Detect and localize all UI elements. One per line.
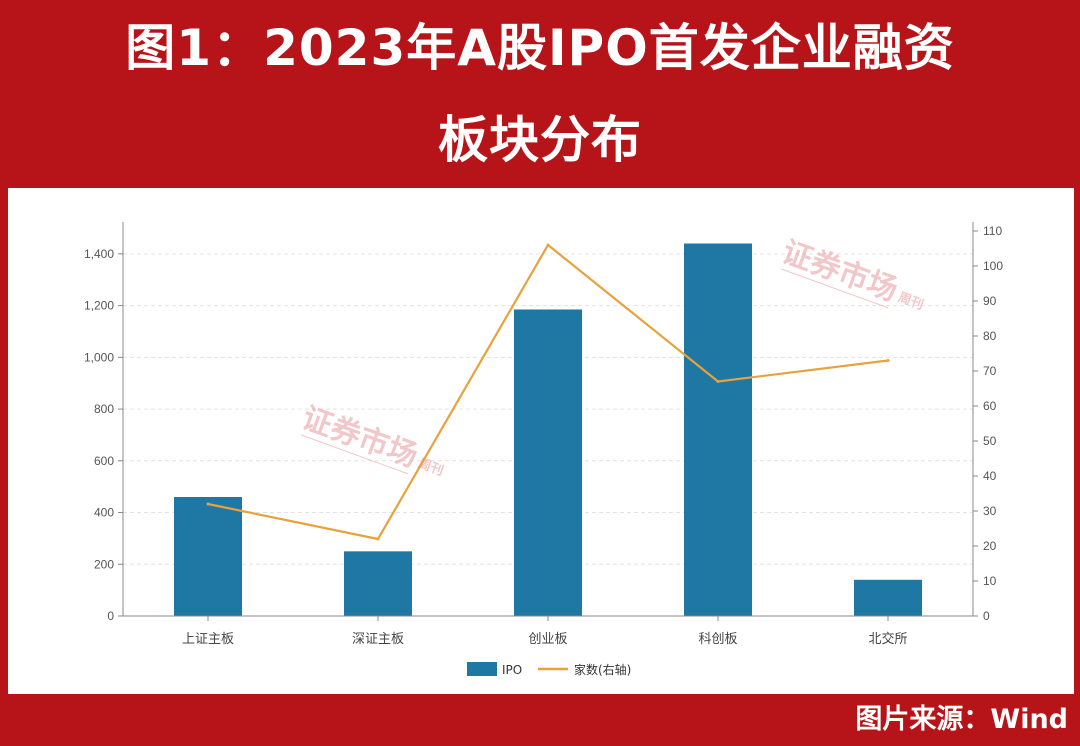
line-series xyxy=(206,243,890,541)
left-tick-label: 1,000 xyxy=(84,350,114,364)
right-tick-label: 40 xyxy=(983,469,997,483)
category-label: 上证主板 xyxy=(182,632,234,647)
grid-lines xyxy=(123,253,973,565)
chart-title-line-1: 图1：2023年A股IPO首发企业融资 xyxy=(125,19,955,77)
right-tick-label: 20 xyxy=(983,539,997,553)
right-tick-label: 70 xyxy=(983,364,997,378)
category-label: 深证主板 xyxy=(352,632,404,647)
legend-swatch-ipo xyxy=(467,662,497,676)
legend-label-count: 家数(右轴) xyxy=(574,662,631,677)
right-tick-label: 0 xyxy=(983,609,990,623)
left-tick-label: 200 xyxy=(94,557,114,571)
right-tick-label: 60 xyxy=(983,399,997,413)
axes: 0 200 400 600 800 1,000 1,200 1,400 0 10 20 30 40 50 6… xyxy=(84,222,1003,647)
category-label: 创业板 xyxy=(528,632,567,647)
legend-label-ipo: IPO xyxy=(502,663,522,677)
right-tick-label: 30 xyxy=(983,504,997,518)
category-label: 科创板 xyxy=(698,632,737,647)
source-note: 图片来源：Wind xyxy=(855,704,1068,735)
watermark-rule xyxy=(300,434,409,475)
watermark-sub: 周刊 xyxy=(896,290,926,313)
category-label: 北交所 xyxy=(868,631,907,647)
line-point xyxy=(886,359,890,362)
left-tick-label: 400 xyxy=(94,506,114,520)
left-tick-label: 1,200 xyxy=(84,299,114,313)
bar xyxy=(854,579,922,616)
line-point xyxy=(206,502,210,506)
watermark-rule xyxy=(780,268,889,309)
right-tick-label: 90 xyxy=(983,294,997,308)
legend: IPO 家数(右轴) xyxy=(467,662,631,677)
bar xyxy=(174,497,242,616)
right-tick-label: 110 xyxy=(983,224,1002,238)
right-tick-label: 10 xyxy=(983,574,997,588)
bar xyxy=(514,309,582,616)
left-tick-label: 600 xyxy=(94,454,114,468)
left-tick-label: 1,400 xyxy=(84,247,114,261)
left-tick-label: 0 xyxy=(107,609,114,623)
right-tick-label: 80 xyxy=(983,329,997,343)
left-tick-label: 800 xyxy=(94,402,114,416)
right-tick-label: 100 xyxy=(983,259,1003,273)
title-band: 图1：2023年A股IPO首发企业融资 板块分布 xyxy=(0,0,1080,188)
chart-title-line-2: 板块分布 xyxy=(438,111,642,169)
line-point xyxy=(716,380,720,383)
watermark-text: 证券市场 xyxy=(297,401,422,475)
bar xyxy=(344,551,412,616)
bar xyxy=(684,243,752,616)
chart-panel: 证券市场 周刊 证券市场 周刊 0 200 400 600 800 1,000 1,200 1,40… xyxy=(8,188,1074,694)
watermark-text: 证券市场 xyxy=(777,235,902,309)
line-point xyxy=(546,243,550,247)
line-point xyxy=(376,537,380,541)
right-tick-label: 50 xyxy=(983,434,997,448)
bar-series xyxy=(174,243,922,616)
